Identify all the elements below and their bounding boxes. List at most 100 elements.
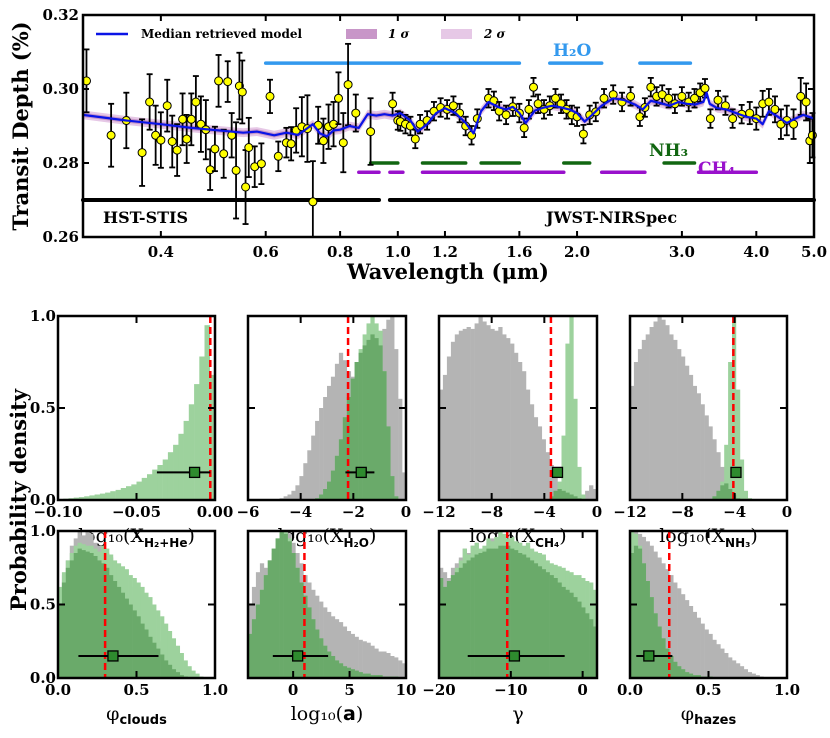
posterior-bar bbox=[78, 497, 85, 500]
posterior-bar bbox=[115, 489, 122, 500]
posterior-overlap-bar bbox=[645, 581, 650, 678]
prior-bar bbox=[712, 639, 717, 678]
x-tick-label: 10 bbox=[396, 681, 417, 699]
posterior-bar bbox=[581, 494, 586, 500]
posterior-overlap-bar bbox=[128, 604, 133, 678]
prior-bar bbox=[696, 393, 701, 500]
posterior-overlap-bar bbox=[382, 371, 387, 500]
prior-bar bbox=[338, 352, 344, 500]
data-marker bbox=[219, 149, 229, 159]
data-marker bbox=[519, 123, 529, 133]
top-x-axis-title: Wavelength (μm) bbox=[346, 259, 549, 284]
posterior-bar bbox=[136, 481, 143, 500]
x-tick-label: 1.2 bbox=[432, 243, 458, 261]
hist-x-axis-title: γ bbox=[512, 703, 523, 725]
x-tick-label: 5 bbox=[344, 681, 354, 699]
data-marker bbox=[664, 93, 674, 103]
hist-y-axis-title: Probability density bbox=[6, 388, 31, 611]
posterior-bar bbox=[84, 496, 90, 500]
data-marker bbox=[178, 114, 188, 124]
prior-bar bbox=[378, 651, 383, 678]
posterior-overlap-bar bbox=[295, 567, 300, 679]
data-point bbox=[324, 103, 333, 150]
prior-bar bbox=[545, 452, 550, 500]
data-marker bbox=[343, 80, 353, 90]
prior-bar bbox=[681, 594, 686, 678]
posterior-overlap-bar bbox=[692, 675, 698, 678]
data-marker bbox=[182, 134, 192, 144]
posterior-overlap-bar bbox=[545, 572, 550, 678]
data-point bbox=[273, 140, 283, 173]
prior-bar bbox=[330, 376, 336, 500]
data-marker bbox=[700, 83, 710, 93]
prior-bar bbox=[692, 385, 698, 500]
prior-bar bbox=[354, 636, 359, 678]
x-tick-label: −4 bbox=[723, 503, 746, 521]
x-tick-label: 0.8 bbox=[327, 243, 353, 261]
median-marker bbox=[355, 466, 367, 479]
posterior-overlap-bar bbox=[366, 339, 371, 500]
x-tick-label: 4.0 bbox=[743, 243, 769, 261]
x-tick-label: 0.0 bbox=[617, 681, 643, 699]
posterior-overlap-bar bbox=[494, 548, 499, 678]
median-marker bbox=[508, 650, 521, 662]
median-marker bbox=[551, 466, 564, 479]
data-point bbox=[664, 88, 674, 109]
data-marker bbox=[265, 91, 275, 101]
posterior-bar bbox=[164, 623, 169, 678]
posterior-bar bbox=[178, 433, 184, 500]
posterior-overlap-bar bbox=[565, 492, 570, 500]
posterior-overlap-bar bbox=[641, 563, 647, 678]
hist-x-axis-title: log₁₀(a) bbox=[291, 703, 364, 725]
data-point bbox=[167, 114, 177, 169]
xlabel-main: φ bbox=[106, 703, 119, 725]
posterior-overlap-bar bbox=[327, 481, 332, 500]
prior-bar bbox=[653, 321, 658, 500]
data-point bbox=[351, 93, 361, 133]
prior-bar bbox=[307, 450, 312, 500]
posterior-bar bbox=[577, 466, 582, 500]
data-marker bbox=[677, 91, 687, 101]
posterior-bar bbox=[183, 660, 188, 678]
xlabel-close: ) bbox=[356, 703, 363, 725]
posterior-overlap-bar bbox=[442, 586, 448, 678]
posterior-bar bbox=[187, 666, 192, 678]
xlabel-subscript: NH₃ bbox=[725, 536, 750, 550]
posterior-overlap-bar bbox=[502, 545, 507, 678]
posterior-overlap-bar bbox=[85, 551, 90, 678]
xlabel-subscript: CH₄ bbox=[535, 536, 559, 550]
data-point bbox=[172, 123, 182, 177]
posterior-overlap-bar bbox=[255, 604, 261, 678]
prior-bar bbox=[315, 420, 320, 500]
ch4-label: CH₄ bbox=[698, 159, 735, 179]
prior-bar bbox=[657, 316, 662, 500]
prior-bar bbox=[585, 490, 590, 500]
posterior-overlap-bar bbox=[140, 623, 145, 678]
data-marker bbox=[244, 143, 254, 152]
posterior-overlap-bar bbox=[323, 645, 328, 678]
data-point bbox=[162, 78, 172, 133]
prior-bar bbox=[466, 327, 471, 500]
data-marker bbox=[551, 93, 560, 103]
posterior-overlap-bar bbox=[681, 669, 686, 678]
x-tick-label: −12 bbox=[613, 503, 646, 521]
data-marker bbox=[351, 108, 361, 118]
posterior-overlap-bar bbox=[152, 642, 157, 678]
data-point bbox=[186, 92, 196, 147]
prior-bar bbox=[295, 485, 300, 500]
prior-bar bbox=[692, 611, 698, 678]
prior-bar bbox=[700, 404, 705, 500]
prior-bar bbox=[633, 362, 639, 500]
data-point bbox=[745, 101, 755, 126]
posterior-overlap-bar bbox=[279, 531, 284, 678]
data-point bbox=[250, 145, 260, 188]
posterior-overlap-bar bbox=[685, 672, 690, 678]
prior-bar bbox=[446, 356, 452, 500]
posterior-overlap-bar bbox=[657, 626, 662, 678]
hist-panel-gamma: −20 −10 0 γ bbox=[422, 529, 599, 725]
posterior-overlap-bar bbox=[370, 675, 375, 678]
posterior-overlap-bar bbox=[362, 345, 367, 500]
posterior-bar bbox=[204, 325, 211, 500]
